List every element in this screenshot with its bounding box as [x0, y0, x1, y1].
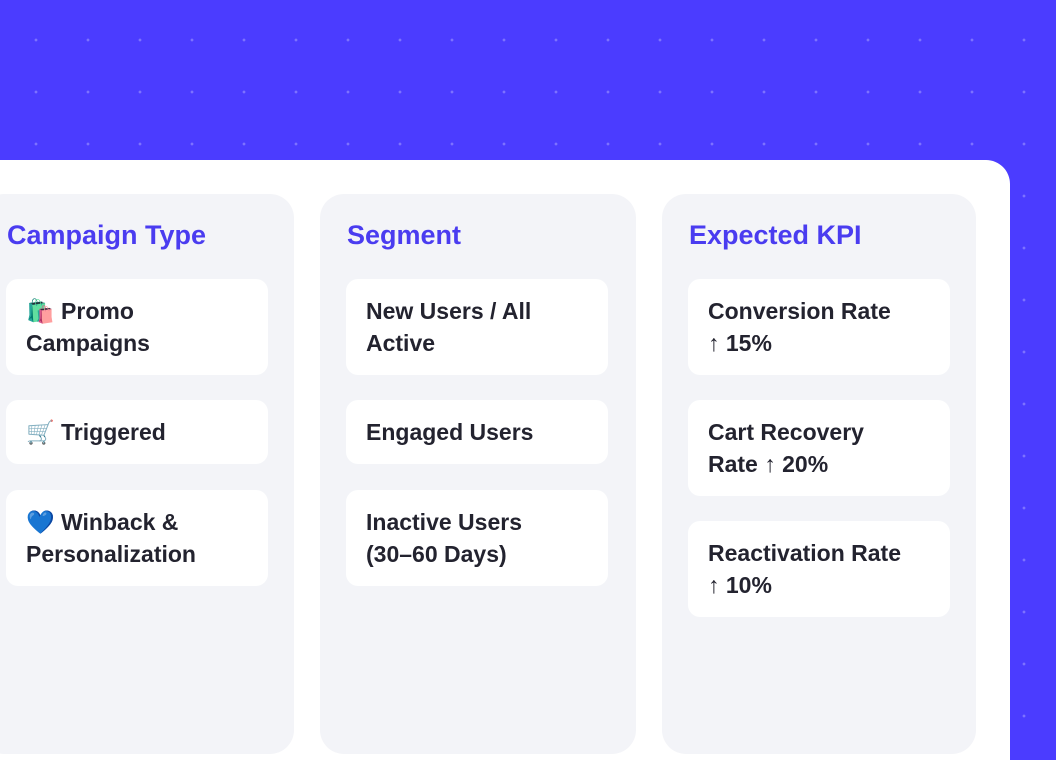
- card-text: Active: [366, 330, 436, 356]
- card-text: Campaigns: [26, 330, 150, 356]
- card: Cart Recovery Rate ↑ 20%: [688, 400, 950, 496]
- card: Inactive Users (30–60 Days): [346, 490, 608, 586]
- card: New Users / All Active: [346, 279, 608, 375]
- card-text: ↑ 10%: [708, 572, 772, 598]
- card-text: Conversion Rate: [708, 298, 891, 324]
- column: [320, 194, 636, 754]
- card-text: Cart Recovery: [708, 419, 864, 445]
- column-title: Campaign Type: [7, 220, 207, 250]
- card-text: Reactivation Rate: [708, 540, 902, 566]
- column-title: Expected KPI: [689, 220, 862, 250]
- card-text: (30–60 Days): [366, 541, 507, 567]
- card: 🛒 Triggered: [6, 400, 268, 464]
- card-text: Engaged Users: [366, 419, 534, 445]
- card-text: Rate ↑ 20%: [708, 451, 829, 477]
- card: 🛍️ Promo Campaigns: [6, 279, 268, 375]
- column: [0, 194, 294, 754]
- card-text: 💙 Winback &: [26, 509, 179, 535]
- card: 💙 Winback & Personalization: [6, 490, 268, 586]
- card: Reactivation Rate ↑ 10%: [688, 521, 950, 617]
- column-title: Segment: [347, 220, 462, 250]
- card: Engaged Users: [346, 400, 608, 464]
- card: Conversion Rate ↑ 15%: [688, 279, 950, 375]
- card-text: New Users / All: [366, 298, 532, 324]
- card-text: 🛒 Triggered: [26, 419, 166, 445]
- card-text: Personalization: [26, 541, 196, 567]
- card-text: 🛍️ Promo: [26, 298, 134, 324]
- card-text: ↑ 15%: [708, 330, 772, 356]
- card-text: Inactive Users: [366, 509, 522, 535]
